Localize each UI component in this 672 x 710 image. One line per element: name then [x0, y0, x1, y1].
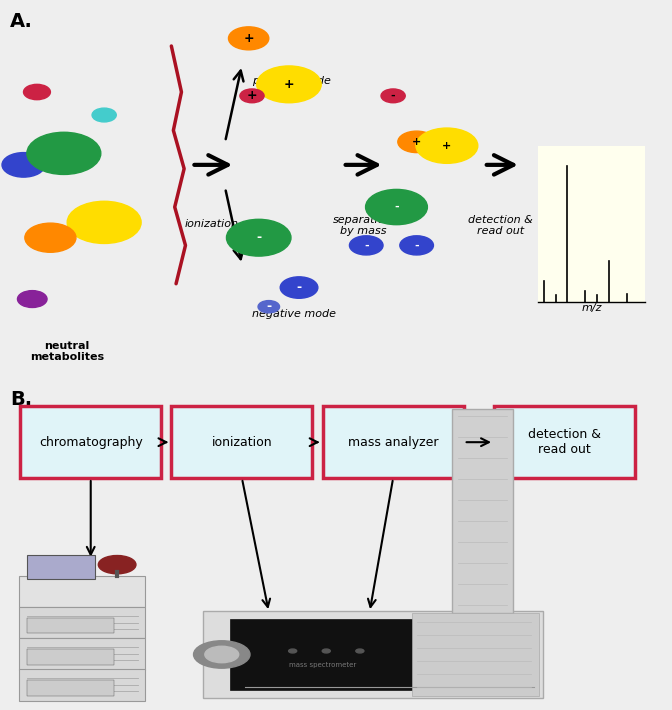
FancyBboxPatch shape [27, 649, 114, 665]
Circle shape [366, 190, 427, 224]
Circle shape [258, 300, 280, 313]
Circle shape [228, 27, 269, 50]
FancyBboxPatch shape [203, 611, 543, 698]
X-axis label: m/z: m/z [581, 303, 601, 313]
Text: negative mode: negative mode [252, 310, 336, 320]
Text: ionization: ionization [212, 436, 272, 449]
Circle shape [381, 89, 405, 103]
Circle shape [400, 236, 433, 255]
Circle shape [27, 132, 101, 175]
FancyBboxPatch shape [230, 619, 415, 690]
Text: mass spectrometer: mass spectrometer [289, 662, 356, 668]
FancyBboxPatch shape [412, 613, 539, 696]
Text: +: + [284, 78, 294, 91]
Text: +: + [442, 141, 452, 151]
Circle shape [349, 236, 383, 255]
Circle shape [280, 277, 318, 298]
Text: -: - [266, 300, 271, 313]
Circle shape [416, 128, 478, 163]
Text: +: + [247, 89, 257, 102]
Text: mass analyzer: mass analyzer [348, 436, 438, 449]
FancyBboxPatch shape [19, 638, 145, 670]
Text: -: - [415, 241, 419, 251]
Circle shape [2, 153, 45, 177]
Text: positive mode: positive mode [252, 75, 331, 85]
Circle shape [205, 646, 239, 662]
Circle shape [194, 640, 250, 668]
FancyBboxPatch shape [20, 406, 161, 478]
FancyBboxPatch shape [27, 618, 114, 633]
Text: separation
by mass: separation by mass [333, 214, 392, 236]
FancyBboxPatch shape [19, 576, 145, 608]
Circle shape [288, 649, 296, 653]
Circle shape [257, 66, 321, 103]
FancyBboxPatch shape [452, 408, 513, 613]
Text: ionization: ionization [185, 219, 239, 229]
FancyBboxPatch shape [323, 406, 464, 478]
FancyBboxPatch shape [171, 406, 312, 478]
Text: B.: B. [10, 390, 32, 409]
Circle shape [17, 290, 47, 307]
Text: chromatography: chromatography [39, 436, 142, 449]
FancyBboxPatch shape [27, 555, 95, 579]
Text: detection &
read out: detection & read out [528, 428, 601, 457]
Circle shape [98, 555, 136, 574]
Text: +: + [412, 137, 421, 147]
Circle shape [240, 89, 264, 103]
Text: neutral
metabolites: neutral metabolites [30, 341, 104, 362]
Circle shape [356, 649, 364, 653]
FancyBboxPatch shape [19, 669, 145, 701]
Circle shape [24, 84, 50, 99]
Circle shape [92, 108, 116, 122]
Circle shape [25, 223, 76, 252]
FancyBboxPatch shape [27, 680, 114, 696]
Circle shape [226, 219, 291, 256]
Text: -: - [364, 241, 368, 251]
Circle shape [67, 201, 141, 244]
FancyBboxPatch shape [19, 607, 145, 638]
Text: detection &
read out: detection & read out [468, 214, 533, 236]
Circle shape [398, 131, 435, 153]
Text: -: - [391, 91, 395, 101]
FancyBboxPatch shape [494, 406, 635, 478]
Circle shape [323, 649, 330, 653]
Text: -: - [256, 231, 261, 244]
Text: -: - [296, 281, 302, 294]
Text: A.: A. [10, 11, 33, 31]
Text: -: - [394, 202, 398, 212]
Text: +: + [243, 32, 254, 45]
